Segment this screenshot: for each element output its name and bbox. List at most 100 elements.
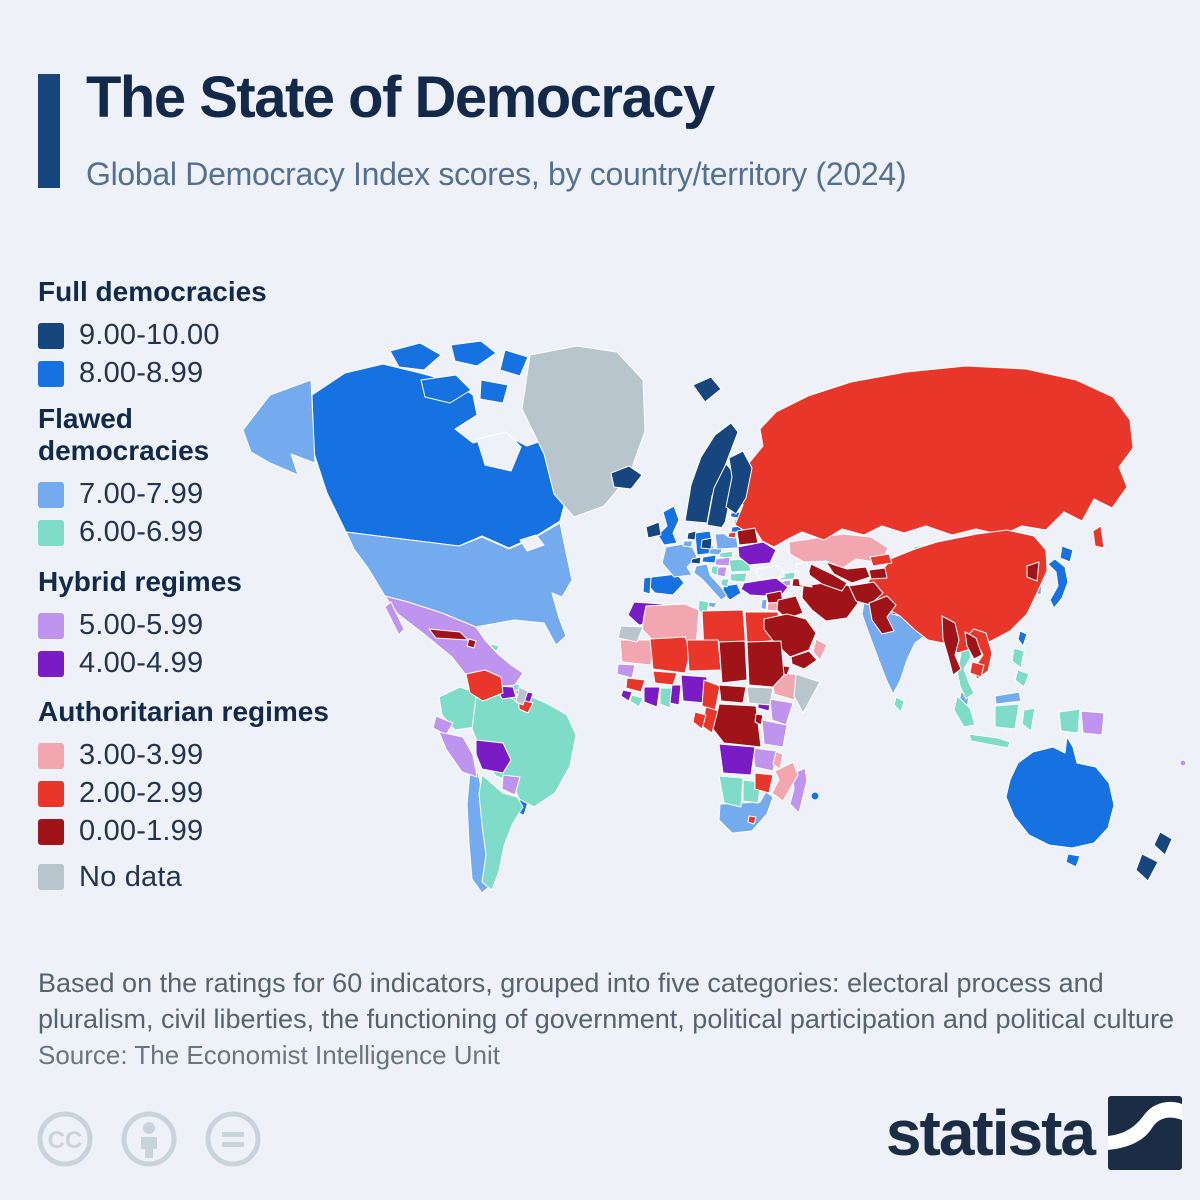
country-philippines [1011, 647, 1025, 669]
country-canada-arctic [499, 349, 529, 377]
country-haiti [466, 638, 477, 649]
legend-item: 5.00-5.99 [38, 607, 242, 645]
legend-swatch [38, 742, 64, 769]
legend-item: 7.00-7.99 [38, 476, 238, 514]
country-portugal [642, 576, 652, 595]
country-mexico [384, 595, 524, 688]
country-indonesia-java [968, 733, 1011, 749]
legend-range: 0.00-1.99 [79, 815, 204, 848]
legend-item: 6.00-6.99 [38, 514, 238, 552]
legend-group-flawed-democracies: Flawed democracies 7.00-7.99 6.00-6.99 [38, 403, 238, 552]
country-indonesia-papua [1058, 708, 1081, 734]
country-denmark [700, 537, 713, 550]
country-dr-congo [712, 703, 762, 748]
country-ivory-coast [643, 686, 661, 708]
country-sudan [746, 640, 785, 688]
country-sri-lanka [893, 696, 905, 713]
statista-branding: statista [886, 1096, 1182, 1170]
country-kazakhstan [788, 533, 889, 569]
country-lesotho [747, 815, 757, 825]
source-line: Source: The Economist Intelligence Unit [38, 1040, 500, 1070]
country-ghana [659, 687, 673, 709]
legend-range: 5.00-5.99 [79, 609, 204, 642]
country-serbia [716, 566, 728, 578]
legend-swatch [38, 650, 64, 677]
country-new-zealand-south [1135, 853, 1159, 882]
country-kenya [769, 698, 794, 726]
country-papua-new-guinea [1080, 710, 1105, 736]
country-iceland [610, 465, 643, 490]
country-canada-arctic [479, 379, 509, 404]
country-ireland [645, 521, 662, 539]
country-japan [1047, 558, 1069, 609]
no-derivatives-equals-icon [205, 1111, 261, 1167]
category-0.00-1.99 [428, 527, 1040, 748]
country-indonesia-sumatra [953, 695, 976, 728]
country-alaska [242, 379, 316, 476]
country-malaysia-borneo [994, 691, 1022, 705]
country-oman [812, 638, 828, 661]
country-spain [645, 573, 685, 596]
page-subtitle: Global Democracy Index scores, by countr… [86, 156, 907, 192]
country-rwanda-burundi [754, 713, 764, 726]
country-tajikistan [868, 567, 888, 580]
legend-swatch [38, 818, 64, 845]
water-great-lakes [519, 534, 545, 552]
country-russia-sakhalin [1092, 525, 1105, 549]
country-australia-tasmania [1065, 853, 1081, 868]
country-tanzania [761, 719, 788, 748]
country-gabon [692, 711, 707, 730]
chart-footnote: Based on the ratings for 60 indicators, … [38, 968, 1175, 1034]
country-slovakia [718, 550, 734, 559]
country-north-korea [1026, 561, 1040, 582]
legend-item: No data [38, 858, 182, 896]
cc-icon: CC [37, 1111, 93, 1167]
country-belgium [682, 540, 694, 548]
license-icons: CC [36, 1110, 262, 1168]
country-laos [964, 631, 983, 660]
water-caspian-sea [795, 561, 813, 588]
category-2.00-2.99 [465, 365, 1134, 825]
legend-range: 9.00-10.00 [79, 319, 220, 352]
country-zimbabwe [754, 772, 774, 794]
country-russia-kaliningrad [727, 531, 737, 539]
legend-range: 4.00-4.99 [79, 647, 204, 680]
country-senegal [616, 663, 636, 679]
svg-text:CC: CC [48, 1127, 83, 1154]
legend-item: 8.00-8.99 [38, 355, 267, 393]
legend-swatch [38, 322, 64, 349]
legend-item: 2.00-2.99 [38, 775, 329, 813]
legend-group-no-data: No data [38, 858, 182, 896]
country-venezuela [465, 669, 504, 702]
statista-wordmark: statista [885, 1097, 1096, 1169]
country-canada-arctic [420, 374, 472, 404]
country-benin [669, 684, 682, 706]
legend-range: 3.00-3.99 [79, 739, 204, 772]
country-bolivia [475, 739, 512, 774]
country-south-africa [718, 791, 774, 834]
country-mali [649, 636, 692, 674]
country-israel [760, 598, 768, 611]
legend-swatch [38, 481, 64, 508]
country-angola [718, 743, 756, 776]
country-liberia [629, 694, 644, 708]
legend-swatch [38, 360, 64, 387]
country-saudi-arabia [763, 613, 817, 658]
legend-group-authoritarian-regimes: Authoritarian regimes 3.00-3.99 2.00-2.9… [38, 696, 329, 851]
country-mozambique [771, 761, 799, 802]
country-italy [693, 563, 728, 601]
territory-french-guiana [515, 686, 529, 706]
country-mauritania [619, 639, 654, 666]
country-canada-arctic [450, 340, 497, 367]
country-peru [438, 731, 478, 778]
country-fiji [1179, 759, 1187, 767]
legend-group-full-democracies: Full democracies 9.00-10.00 8.00-8.99 [38, 276, 267, 393]
country-austria [701, 554, 717, 564]
country-somalia [793, 673, 821, 714]
country-china [863, 529, 1048, 654]
country-argentina [478, 774, 524, 891]
country-belarus [736, 527, 759, 546]
legend-swatch [38, 612, 64, 639]
legend-item: 0.00-1.99 [38, 813, 329, 851]
statista-logo-icon [1108, 1096, 1182, 1170]
